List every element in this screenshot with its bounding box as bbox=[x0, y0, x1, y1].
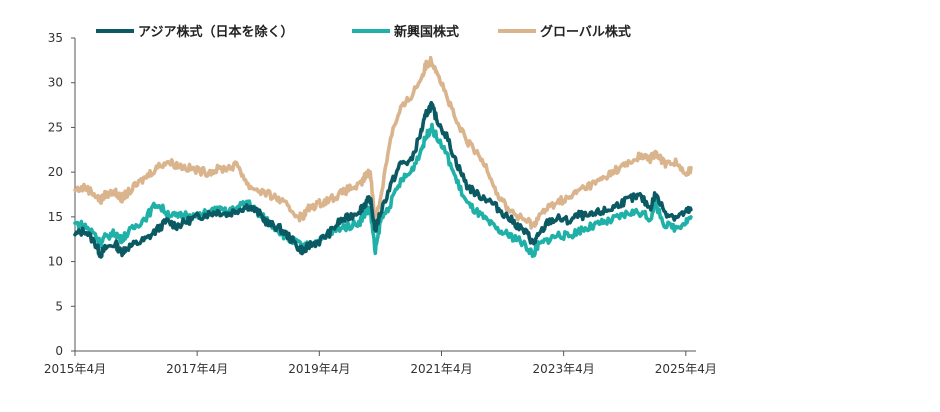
legend-label: 新興国株式 bbox=[394, 24, 459, 40]
x-tick-label: 2025年4月 bbox=[655, 362, 717, 376]
y-tick-label: 5 bbox=[55, 299, 63, 313]
series-line-1 bbox=[73, 122, 693, 258]
x-axis: 2015年4月 2017年4月 2019年4月 2021年4月 2023年4月 2025年… bbox=[44, 350, 717, 376]
y-axis: 0 5 10 15 20 25 30 35 bbox=[48, 31, 76, 358]
y-tick-label: 0 bbox=[55, 344, 63, 358]
y-tick-label: 20 bbox=[48, 165, 63, 179]
y-tick-label: 10 bbox=[48, 255, 63, 269]
legend-label: アジア株式（日本を除く） bbox=[138, 24, 293, 40]
y-tick-label: 15 bbox=[48, 210, 63, 224]
series-line-2 bbox=[73, 55, 693, 230]
x-tick-label: 2019年4月 bbox=[288, 362, 350, 376]
legend-label: グローバル株式 bbox=[540, 24, 631, 40]
y-tick-label: 35 bbox=[48, 31, 63, 45]
y-tick-label: 30 bbox=[48, 76, 63, 90]
x-tick-label: 2023年4月 bbox=[533, 362, 595, 376]
x-tick-label: 2021年4月 bbox=[410, 362, 472, 376]
chart-legend: アジア株式（日本を除く） 新興国株式 グローバル株式 bbox=[96, 24, 631, 40]
x-tick-label: 2015年4月 bbox=[44, 362, 106, 376]
series-layer bbox=[73, 55, 693, 259]
x-tick-label: 2017年4月 bbox=[166, 362, 228, 376]
y-tick-label: 25 bbox=[48, 120, 63, 134]
series-line-0 bbox=[73, 100, 693, 259]
